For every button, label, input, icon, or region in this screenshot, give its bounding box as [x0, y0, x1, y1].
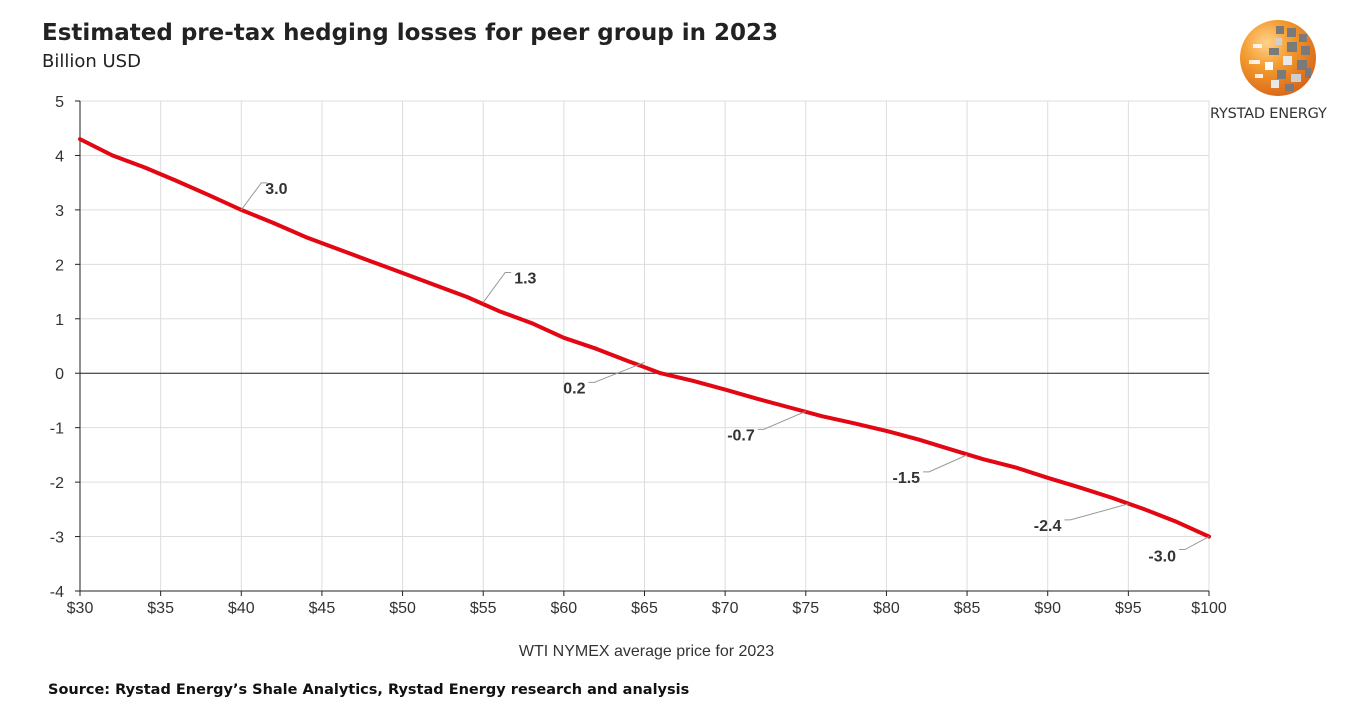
y-tick-label: -4	[50, 584, 64, 601]
data-label-leader	[923, 454, 968, 473]
x-tick-label: $30	[67, 600, 94, 617]
rystad-globe-logo-icon	[1240, 20, 1316, 96]
series-line	[78, 137, 1211, 539]
chart-subtitle: Billion USD	[42, 51, 141, 72]
data-label: -2.4	[1034, 518, 1062, 535]
series	[78, 137, 1211, 539]
y-tick-label: -2	[50, 475, 64, 492]
y-tick-label: -1	[50, 421, 64, 438]
y-tick-label: 1	[55, 312, 64, 329]
source-note: Source: Rystad Energy’s Shale Analytics,…	[48, 682, 690, 698]
data-label-leader	[588, 361, 645, 383]
x-tick-label: $50	[389, 600, 416, 617]
chart-title: Estimated pre-tax hedging losses for pee…	[42, 20, 779, 46]
data-label: -1.5	[892, 470, 920, 487]
x-tick-label: $45	[309, 600, 336, 617]
data-label-leader	[482, 271, 512, 303]
axes: $30 $35 $40 $45 $50 $55 $60 $65 $70 $75 $80 $85 $90 $…	[50, 94, 1227, 617]
data-label-leader	[1064, 503, 1129, 521]
x-tick-label: $65	[631, 600, 658, 617]
brand-name: RYSTAD ENERGY	[1210, 106, 1327, 122]
x-axis-title: WTI NYMEX average price for 2023	[519, 643, 774, 660]
data-label-leader	[240, 182, 268, 211]
x-tick-label: $70	[712, 600, 739, 617]
x-tick-label: $55	[470, 600, 497, 617]
y-tick-label: 2	[55, 257, 64, 274]
y-tick-label: -3	[50, 530, 64, 547]
data-label: 3.0	[265, 181, 287, 198]
x-tick-label: $85	[954, 600, 981, 617]
y-tick-label: 4	[55, 148, 64, 165]
data-label-leader	[757, 410, 806, 430]
x-tick-label: $100	[1191, 600, 1227, 617]
data-label-leader	[1179, 536, 1210, 551]
x-tick-label: $75	[792, 600, 819, 617]
x-tick-label: $95	[1115, 600, 1142, 617]
data-label: 1.3	[514, 270, 536, 287]
x-tick-label: $90	[1034, 600, 1061, 617]
x-tick-label: $40	[228, 600, 255, 617]
data-labels: 3.0 1.3 0.2 -0.7 -1.5 -2.4 -3.0	[240, 181, 1210, 566]
data-label: -0.7	[727, 427, 755, 444]
data-label: 0.2	[563, 380, 585, 397]
y-tick-label: 0	[55, 366, 64, 383]
x-tick-label: $80	[873, 600, 900, 617]
x-tick-label: $35	[147, 600, 174, 617]
y-tick-label: 5	[55, 94, 64, 111]
x-tick-label: $60	[551, 600, 578, 617]
data-label: -3.0	[1148, 549, 1176, 566]
y-tick-label: 3	[55, 203, 64, 220]
